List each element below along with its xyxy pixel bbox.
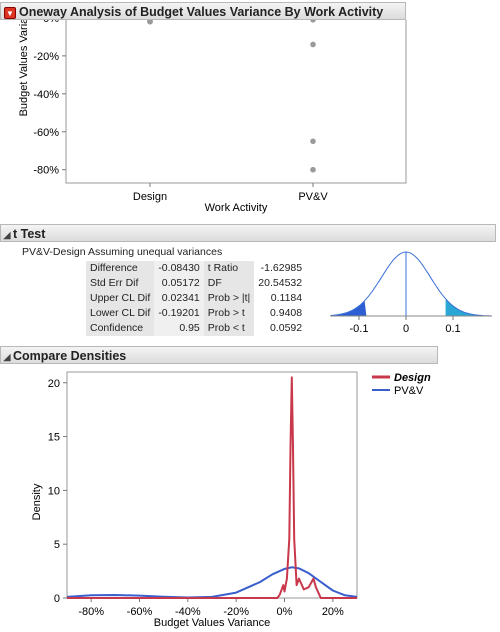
densities-legend: Design PV&V (372, 372, 431, 397)
densities-frame (66, 371, 358, 599)
red-triangle-menu-icon[interactable]: ▼ (4, 6, 16, 19)
densities-x-tick-label: 20% (322, 606, 344, 618)
oneway-header[interactable]: ▼ Oneway Analysis of Budget Values Varian… (0, 2, 406, 20)
oneway-y-tick-label: 0% (43, 20, 59, 25)
density-line-pvv (66, 566, 358, 599)
ttest-title: t Test (13, 227, 46, 241)
t-axis-tick-label: 0 (403, 323, 409, 334)
collapse-triangle-icon[interactable]: ◢ (3, 352, 11, 362)
ttest-label2: Prob > |t| (203, 291, 255, 306)
densities-y-tick-label: 5 (54, 539, 60, 551)
t-density-curve (330, 251, 491, 317)
ttest-label2: Prob > t (203, 306, 255, 321)
ttest-value1: 0.95 (154, 321, 204, 336)
t-distribution-plot: -0.1 0 0.1 (330, 251, 492, 334)
legend-label-design: Design (394, 372, 431, 384)
ttest-value2: 0.9408 (269, 307, 303, 319)
ttest-value1: -0.08430 (154, 261, 204, 276)
densities-x-label: Budget Values Variance (154, 617, 270, 629)
oneway-x-tick-label: PV&V (298, 191, 328, 203)
densities-y-tick-label: 0 (54, 593, 60, 605)
ttest-table: Difference -0.08430 t Ratio -1.62985 Std Err… (86, 261, 306, 336)
densities-y-tick-label: 20 (48, 378, 60, 390)
ttest-value1: 0.05172 (154, 276, 204, 291)
densities-header[interactable]: ◢ Compare Densities (0, 346, 438, 364)
legend-label-pvv: PV&V (394, 385, 424, 397)
oneway-y-label: Budget Values Variance (18, 20, 30, 116)
ttest-label2: DF (203, 276, 255, 291)
ttest-label2: t Ratio (203, 261, 255, 276)
densities-x-tick-label: -40% (175, 606, 201, 618)
densities-plot: Density 0 5 10 15 20 -80% -60% -40% -20% 0% 20% B… (31, 371, 431, 629)
oneway-y-tick-label: -60% (33, 127, 59, 139)
densities-y-tick-label: 10 (48, 485, 60, 497)
oneway-plot: Budget Values Variance 0% -20% -40% -60% -80… (18, 20, 407, 214)
oneway-y-tick-label: -40% (33, 89, 59, 101)
oneway-point (147, 20, 153, 25)
oneway-x-tick-label: Design (133, 191, 167, 203)
ttest-row: Confidence 0.95 Prob < t 0.0592 (86, 321, 306, 336)
ttest-value2: -1.62985 (260, 262, 303, 274)
densities-y-tick-label: 15 (48, 432, 60, 444)
oneway-point (310, 138, 316, 145)
ttest-comparison: PV&V-Design Assuming unequal variances (22, 246, 223, 258)
density-line-design (67, 376, 357, 599)
oneway-x-label: Work Activity (205, 202, 268, 214)
densities-x-tick-label: -80% (78, 606, 104, 618)
ttest-row: Std Err Dif 0.05172 DF 20.54532 (86, 276, 306, 291)
collapse-triangle-icon[interactable]: ◢ (3, 230, 11, 240)
oneway-y-tick-label: -20% (33, 51, 59, 63)
t-axis-tick-label: -0.1 (350, 323, 369, 334)
ttest-label1: Lower CL Dif (86, 306, 155, 321)
ttest-value1: 0.02341 (154, 291, 204, 306)
ttest-label1: Std Err Dif (86, 276, 155, 291)
ttest-value1: -0.19201 (154, 306, 204, 321)
right-tail-area (445, 298, 491, 316)
densities-x-tick-label: -20% (223, 606, 249, 618)
ttest-label2: Prob < t (203, 321, 255, 336)
ttest-row: Lower CL Dif -0.19201 Prob > t 0.9408 (86, 306, 306, 321)
oneway-title: Oneway Analysis of Budget Values Varianc… (19, 5, 384, 19)
ttest-row: Difference -0.08430 t Ratio -1.62985 (86, 261, 306, 276)
left-tail-area (330, 300, 367, 316)
oneway-point (310, 166, 316, 173)
ttest-header[interactable]: ◢ t Test (0, 224, 496, 242)
oneway-y-tick-label: -80% (33, 165, 59, 177)
t-axis-tick-label: 0.1 (445, 323, 460, 334)
oneway-frame (65, 20, 407, 184)
ttest-label1: Difference (86, 261, 155, 276)
ttest-row: Upper CL Dif 0.02341 Prob > |t| 0.1184 (86, 291, 306, 306)
densities-x-tick-label: 0% (277, 606, 293, 618)
densities-x-tick-label: -60% (127, 606, 153, 618)
ttest-label1: Upper CL Dif (86, 291, 155, 306)
densities-title: Compare Densities (13, 349, 127, 363)
ttest-value2: 0.1184 (270, 292, 303, 304)
ttest-value2: 0.0592 (269, 322, 303, 334)
densities-y-label: Density (31, 483, 43, 520)
oneway-point (310, 41, 316, 48)
ttest-label1: Confidence (86, 321, 155, 336)
oneway-point (310, 20, 316, 23)
ttest-value2: 20.54532 (258, 277, 303, 289)
